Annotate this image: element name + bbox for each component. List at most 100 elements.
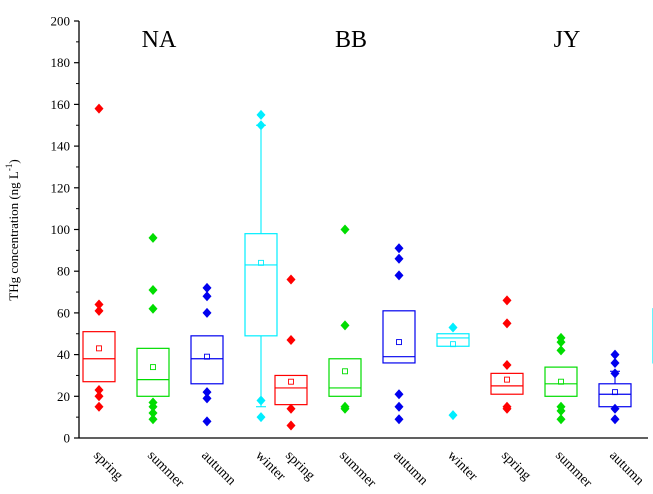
y-axis-label: THg concentration (ng L-1) <box>4 159 21 300</box>
mean-marker <box>612 389 618 396</box>
box-spring: spring <box>82 103 126 484</box>
y-tick-label: 0 <box>64 431 71 446</box>
box-iqr <box>544 366 578 397</box>
outlier-point <box>556 414 566 425</box>
y-tick-label: 80 <box>57 264 70 279</box>
outlier-point <box>256 395 266 406</box>
outlier-point <box>256 412 266 423</box>
outlier-point <box>202 282 212 293</box>
box-iqr <box>244 233 278 337</box>
category-label: autumn <box>390 448 430 488</box>
outlier-point <box>610 357 620 368</box>
mean-marker <box>342 368 348 375</box>
box-iqr <box>490 372 524 395</box>
mean-marker <box>204 353 210 360</box>
outlier-point <box>610 403 620 414</box>
outlier-point <box>394 253 404 264</box>
outlier-point <box>148 414 158 425</box>
box-winter: winter <box>436 322 480 484</box>
outlier-point <box>148 232 158 243</box>
outlier-point <box>256 109 266 120</box>
outlier-point <box>202 416 212 427</box>
box-iqr <box>382 310 416 364</box>
mean-marker <box>150 364 156 371</box>
box-groups: NA spring summer autumn winter BB spring summer… <box>82 27 653 491</box>
y-tick-label: 160 <box>51 97 71 112</box>
outlier-point <box>148 407 158 418</box>
outlier-point <box>94 305 104 316</box>
outlier-point <box>202 291 212 302</box>
y-axis-label-main: THg concentration (ng L <box>6 171 21 301</box>
box-spring: spring <box>490 295 534 484</box>
y-tick-label: 140 <box>51 139 71 154</box>
outlier-point <box>286 403 296 414</box>
box-group-jy: JYspringsummerautumnwinter <box>490 27 653 491</box>
outlier-point <box>502 360 512 371</box>
y-axis-label-close: ) <box>6 159 21 163</box>
outlier-point <box>148 397 158 408</box>
outlier-point <box>286 420 296 431</box>
outlier-point <box>610 349 620 360</box>
outlier-point <box>148 303 158 314</box>
box-winter: winter <box>244 109 288 484</box>
group-title: NA <box>142 27 177 53</box>
y-axis-label-superscript: -1 <box>4 164 14 172</box>
category-label: winter <box>444 448 480 484</box>
y-tick-label: 20 <box>57 389 70 404</box>
category-label: summer <box>552 448 595 491</box>
outlier-point <box>256 120 266 131</box>
outlier-point <box>610 414 620 425</box>
mean-marker <box>396 339 402 346</box>
outlier-point <box>286 335 296 346</box>
outlier-point <box>394 243 404 254</box>
box-iqr <box>82 331 116 383</box>
group-title: BB <box>335 27 367 53</box>
box-iqr <box>136 347 170 397</box>
outlier-point <box>394 401 404 412</box>
outlier-point <box>94 401 104 412</box>
box-iqr <box>190 335 224 385</box>
box-iqr <box>274 374 308 406</box>
category-label: winter <box>252 448 288 484</box>
outlier-point <box>502 295 512 306</box>
box-group-na: NA spring summer autumn winter <box>82 27 288 491</box>
box-summer: summer <box>136 232 187 491</box>
outlier-point <box>610 368 620 379</box>
y-tick-label: 60 <box>57 305 70 320</box>
outlier-point <box>286 274 296 285</box>
category-label: spring <box>90 448 125 483</box>
box-iqr <box>328 358 362 397</box>
outlier-point <box>340 401 350 412</box>
y-tick-label: 120 <box>51 180 71 195</box>
box-iqr <box>436 333 470 347</box>
box-autumn: autumn <box>190 282 238 489</box>
outlier-point <box>202 387 212 398</box>
mean-marker <box>558 378 564 385</box>
mean-marker <box>450 341 456 348</box>
outlier-point <box>556 345 566 356</box>
box-autumn: autumn <box>598 349 646 489</box>
category-label: summer <box>336 448 379 491</box>
outlier-point <box>394 389 404 400</box>
axes: 0 20 40 60 80 100 120 140 160 180 200 <box>51 14 648 446</box>
mean-marker <box>288 378 294 385</box>
outlier-point <box>556 332 566 343</box>
box-summer: summer <box>544 332 595 491</box>
group-title: JY <box>554 27 581 53</box>
outlier-point <box>502 401 512 412</box>
mean-marker <box>258 259 264 266</box>
outlier-point <box>94 391 104 402</box>
outlier-point <box>340 320 350 331</box>
box-autumn: autumn <box>382 243 430 489</box>
outlier-point <box>394 270 404 281</box>
y-tick-label: 100 <box>51 222 71 237</box>
outlier-point <box>94 103 104 114</box>
box-iqr <box>598 383 632 408</box>
category-label: autumn <box>198 448 238 488</box>
outlier-point <box>94 385 104 396</box>
box-group-bb: BB spring summer autumn winter <box>274 27 480 491</box>
category-label: spring <box>282 448 317 483</box>
outlier-point <box>448 322 458 333</box>
mean-marker <box>96 345 102 352</box>
outlier-point <box>94 299 104 310</box>
